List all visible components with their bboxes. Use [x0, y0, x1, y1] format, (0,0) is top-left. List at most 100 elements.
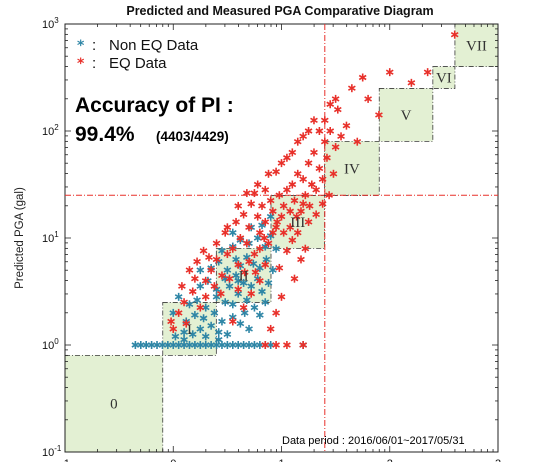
eq-point-72	[299, 341, 308, 349]
eq-point-34	[297, 207, 305, 216]
eq-point-3	[188, 287, 197, 296]
non-eq-point-19	[234, 341, 243, 349]
accuracy-heading: Accuracy of PI :	[75, 94, 234, 117]
non-eq-point-59	[232, 271, 240, 280]
eq-point-70	[288, 236, 297, 245]
eq-point-23	[266, 196, 275, 205]
eq-point-111	[273, 217, 282, 226]
non-eq-point-68	[232, 255, 240, 264]
non-eq-point-0	[131, 341, 140, 349]
eq-point-28	[279, 201, 288, 210]
eq-point-62	[247, 289, 256, 298]
eq-point-104	[234, 285, 243, 294]
zone-label-1: I	[187, 322, 192, 338]
eq-point-112	[279, 228, 288, 237]
x-tick-labels: -1 0 1 2 3	[60, 458, 501, 462]
non-eq-point-42	[245, 324, 253, 333]
zone-box-6	[432, 66, 456, 89]
eq-point-123	[185, 266, 194, 275]
intensity-zones	[64, 23, 499, 453]
x-tick-label-1: 0	[170, 458, 176, 462]
eq-point-58	[423, 68, 432, 77]
non-eq-point-60	[239, 278, 248, 287]
eq-point-65	[266, 324, 275, 333]
eq-point-100	[201, 292, 210, 301]
eq-point-20	[258, 201, 266, 210]
y-tick-label-0: 10-1	[42, 444, 62, 459]
eq-point-109	[260, 234, 269, 242]
eq-point-22	[264, 239, 273, 248]
non-eq-point-4	[153, 341, 161, 349]
eq-point-117	[312, 210, 321, 219]
y-axis-label: Predicted PGA (gal)	[14, 187, 26, 289]
eq-point-38	[307, 180, 316, 189]
accuracy-value: 99.4%	[75, 123, 135, 146]
x-tick-label-2: 1	[278, 458, 284, 462]
eq-point-90	[283, 153, 291, 162]
non-eq-point-61	[247, 282, 256, 291]
eq-point-6	[201, 276, 210, 285]
eq-point-16	[245, 223, 253, 232]
eq-point-114	[292, 212, 301, 221]
zone-label-3: III	[290, 215, 305, 231]
legend: * : Non EQ Data * : EQ Data	[77, 37, 199, 72]
eq-point-68	[275, 263, 284, 272]
y-tick-label-4: 103	[42, 16, 59, 31]
legend-marker-non-eq: *	[77, 38, 85, 54]
eq-point-80	[212, 239, 221, 248]
eq-point-118	[318, 199, 327, 208]
eq-point-120	[169, 324, 178, 333]
eq-point-10	[218, 271, 226, 280]
eq-point-37	[304, 159, 313, 168]
eq-point-56	[385, 68, 394, 77]
eq-point-88	[272, 167, 280, 176]
non-eq-point-58	[225, 282, 234, 291]
eq-point-21	[261, 217, 270, 226]
non-eq-point-91	[240, 308, 249, 317]
eq-point-124	[199, 246, 208, 255]
eq-point-18	[253, 212, 262, 221]
eq-point-121	[182, 319, 191, 328]
eq-point-110	[268, 228, 277, 237]
non-eq-point-44	[193, 296, 201, 305]
non-eq-point-30	[196, 324, 205, 333]
x-tick-label-3: 2	[387, 458, 393, 462]
y-tick-labels: 10-1 100 101 102 103	[42, 16, 62, 459]
eq-point-8	[193, 257, 201, 266]
eq-point-26	[275, 191, 284, 200]
non-eq-point-84	[174, 292, 183, 301]
eq-point-107	[251, 268, 260, 277]
zone-label-4: IV	[344, 161, 360, 177]
chart-title: Predicted and Measured PGA Comparative D…	[126, 4, 433, 18]
eq-point-96	[315, 127, 324, 135]
eq-point-4	[178, 282, 186, 291]
non-eq-point-27	[171, 332, 180, 341]
non-eq-point-18	[228, 341, 237, 349]
eq-point-73	[283, 341, 291, 349]
eq-point-31	[288, 180, 297, 189]
non-eq-point-54	[196, 282, 205, 291]
zone-label-7: VII	[466, 38, 487, 54]
eq-point-126	[223, 223, 232, 232]
eq-point-25	[272, 223, 280, 232]
eq-point-77	[297, 255, 305, 264]
eq-point-116	[305, 201, 314, 210]
non-eq-point-1	[136, 341, 145, 349]
eq-point-113	[286, 207, 295, 216]
non-eq-point-36	[191, 311, 199, 320]
eq-point-63	[255, 276, 264, 285]
zone-box-5	[378, 88, 434, 142]
non-eq-point-33	[214, 328, 223, 337]
non-eq-point-82	[272, 244, 280, 253]
eq-point-108	[255, 244, 264, 253]
non-eq-point-90	[266, 212, 275, 221]
eq-point-78	[301, 244, 310, 253]
non-eq-point-50	[242, 296, 251, 305]
eq-point-103	[225, 274, 234, 283]
eq-point-61	[239, 303, 248, 312]
eq-point-87	[264, 169, 273, 178]
non-eq-point-21	[245, 341, 253, 349]
eq-point-71	[293, 228, 302, 237]
eq-point-40	[312, 185, 321, 194]
